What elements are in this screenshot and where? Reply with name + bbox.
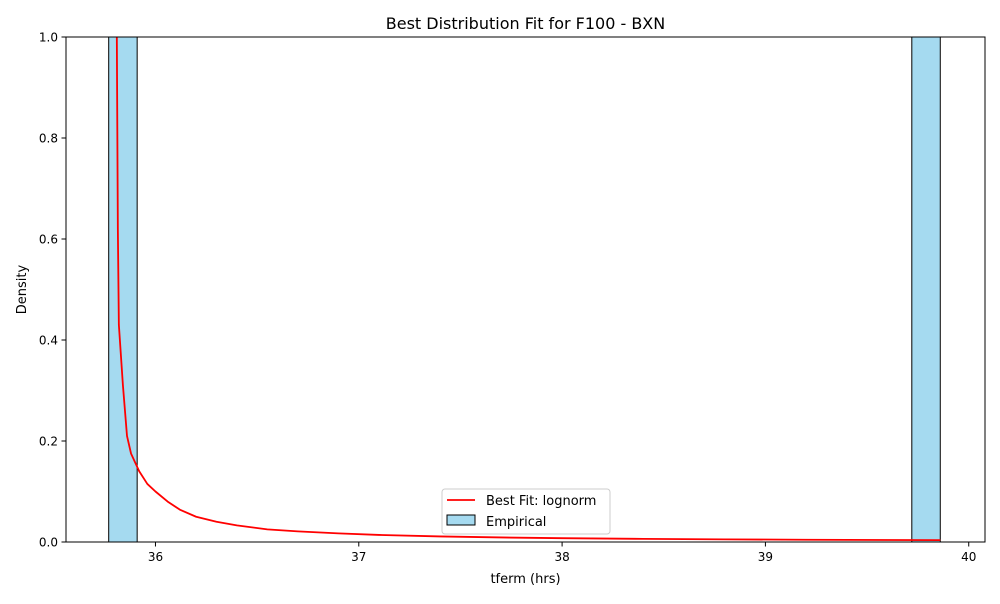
y-axis: 0.0 0.2 0.4 0.6 0.8 1.0: [39, 31, 66, 550]
x-tick-label: 40: [961, 550, 976, 564]
x-tick-label: 37: [351, 550, 366, 564]
histogram-bar: [108, 37, 138, 542]
x-tick-label: 36: [148, 550, 163, 564]
legend-box: [441, 488, 611, 535]
fit-line: [115, 37, 941, 542]
y-tick-label: 0.2: [39, 435, 58, 449]
y-axis-label: Density: [15, 264, 30, 314]
legend-label-fit: Best Fit: lognorm: [486, 494, 596, 509]
plot-frame: [65, 36, 986, 543]
legend-patch-swatch: [446, 514, 476, 526]
y-tick-label: 0.4: [39, 334, 58, 348]
x-axis-label: tferm (hrs): [490, 572, 560, 587]
plot-area: [108, 37, 941, 542]
y-tick-label: 0.6: [39, 233, 58, 247]
x-tick-label: 38: [554, 550, 569, 564]
y-tick-label: 1.0: [39, 31, 58, 45]
y-tick-label: 0.0: [39, 536, 58, 550]
chart-title: Best Distribution Fit for F100 - BXN: [386, 14, 665, 33]
histogram-bar: [911, 37, 941, 542]
legend-label-empirical: Empirical: [486, 515, 546, 530]
x-tick-label: 39: [758, 550, 773, 564]
legend: Best Fit: lognorm Empirical: [441, 488, 611, 535]
plot-clip-group: [108, 37, 941, 542]
x-axis: 36 37 38 39 40: [148, 542, 976, 564]
y-tick-label: 0.8: [39, 132, 58, 146]
